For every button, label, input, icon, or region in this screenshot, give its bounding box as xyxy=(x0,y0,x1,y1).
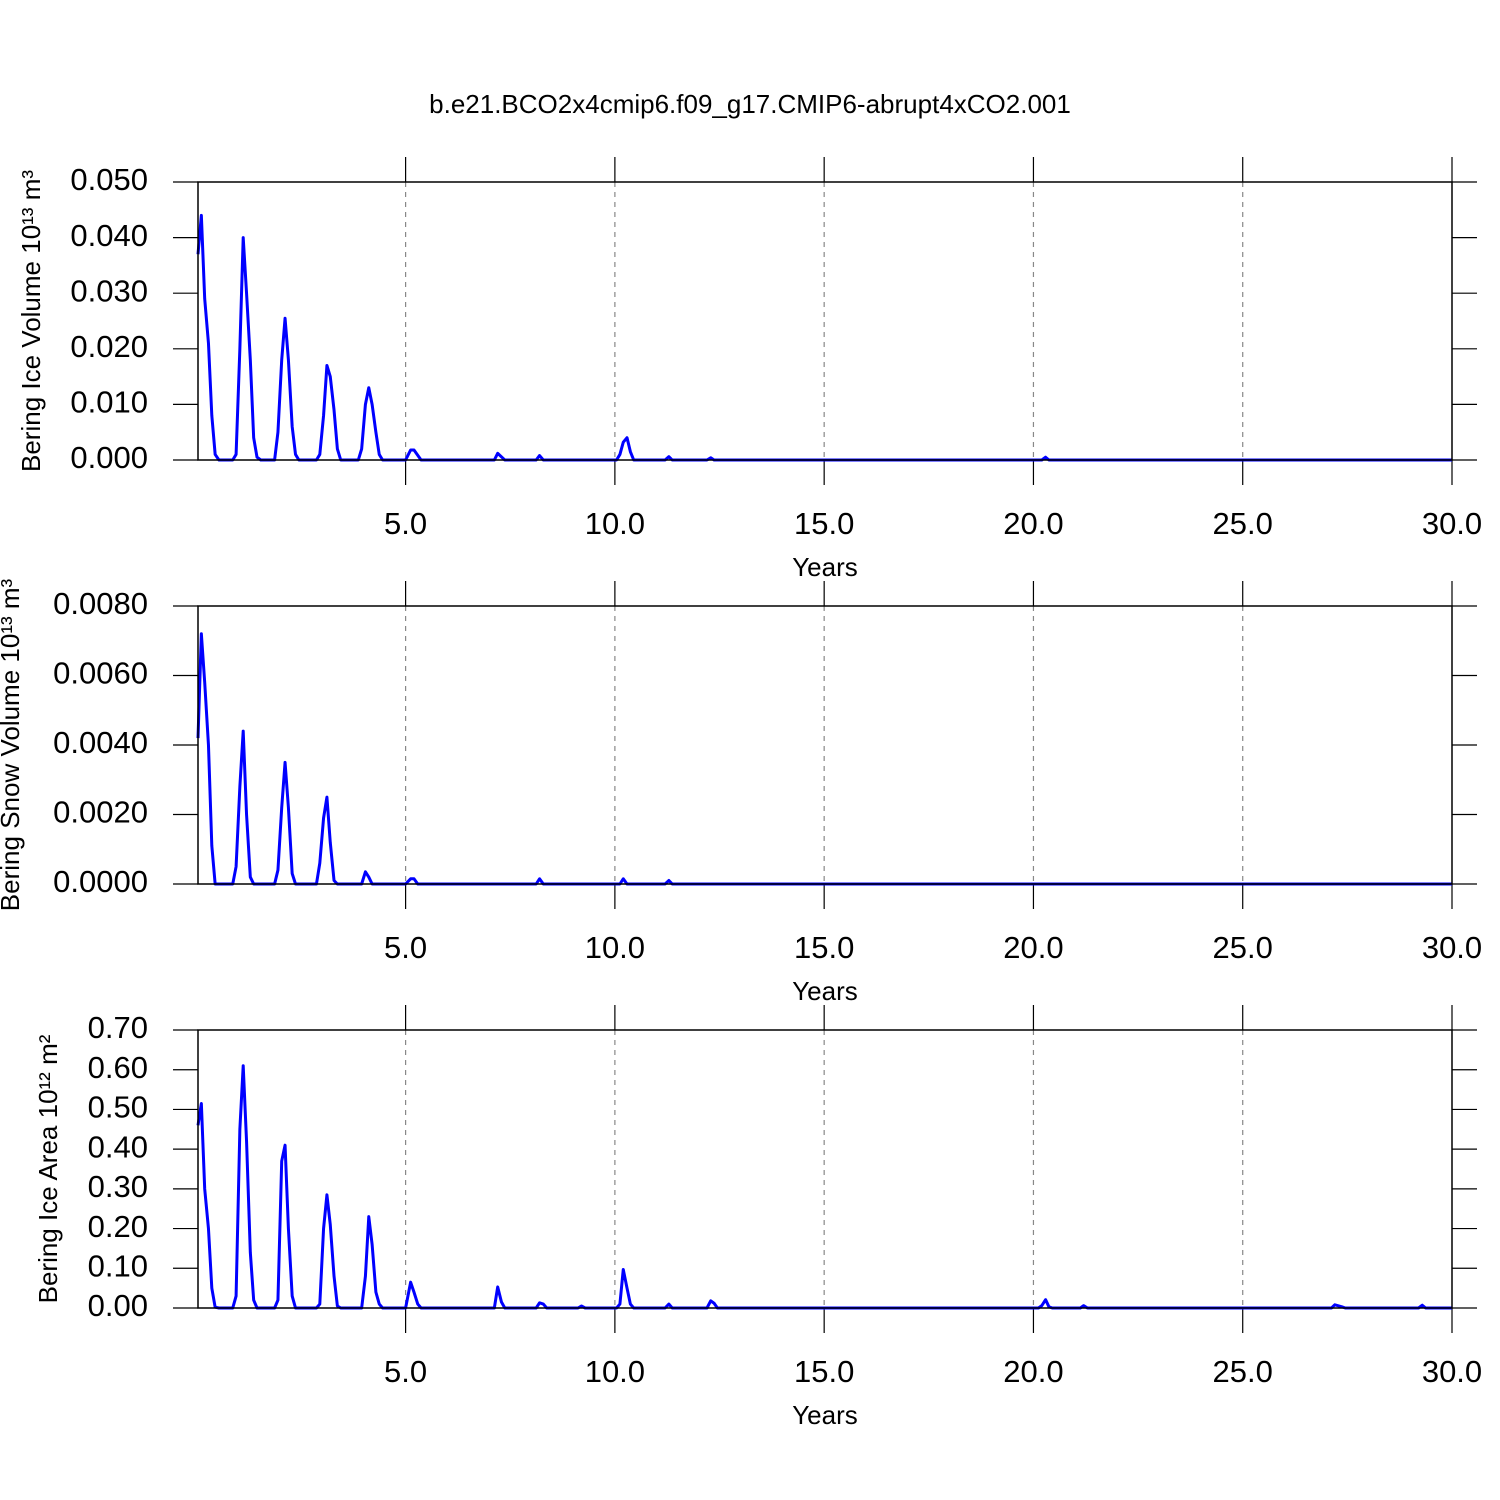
y-tick-label: 0.010 xyxy=(70,385,148,420)
y-tick-label: 0.0080 xyxy=(53,586,148,621)
x-tick-label: 20.0 xyxy=(1003,1354,1063,1389)
x-tick-label: 15.0 xyxy=(794,930,854,965)
y-tick-label: 0.020 xyxy=(70,329,148,364)
x-axis-label: Years xyxy=(792,976,858,1006)
x-tick-label: 20.0 xyxy=(1003,930,1063,965)
y-tick-label: 0.0020 xyxy=(53,795,148,830)
x-tick-label: 5.0 xyxy=(384,1354,427,1389)
x-tick-label: 20.0 xyxy=(1003,506,1063,541)
x-tick-label: 15.0 xyxy=(794,506,854,541)
plot-frame xyxy=(197,605,1453,885)
x-tick-label: 30.0 xyxy=(1422,506,1482,541)
y-tick-label: 0.0040 xyxy=(53,725,148,760)
x-tick-label: 25.0 xyxy=(1213,1354,1273,1389)
y-axis-label: Bering Ice Area 10¹² m² xyxy=(33,1034,63,1303)
y-tick-label: 0.040 xyxy=(70,218,148,253)
x-tick-label: 10.0 xyxy=(585,930,645,965)
x-tick-label: 25.0 xyxy=(1213,930,1273,965)
x-tick-label: 10.0 xyxy=(585,506,645,541)
y-axis-label: Bering Ice Volume 10¹³ m³ xyxy=(16,170,46,472)
y-tick-label: 0.60 xyxy=(88,1050,148,1085)
y-tick-label: 0.40 xyxy=(88,1129,148,1164)
data-line xyxy=(196,1064,1452,1310)
plot-frame xyxy=(197,181,1453,461)
x-axis-label: Years xyxy=(792,552,858,582)
plot-frame xyxy=(197,1029,1453,1309)
y-tick-label: 0.10 xyxy=(88,1248,148,1283)
x-tick-label: 5.0 xyxy=(384,930,427,965)
chart-title: b.e21.BCO2x4cmip6.f09_g17.CMIP6-abrupt4x… xyxy=(429,89,1071,119)
y-tick-label: 0.30 xyxy=(88,1169,148,1204)
y-tick-label: 0.0000 xyxy=(53,864,148,899)
x-axis-label: Years xyxy=(792,1400,858,1430)
y-tick-label: 0.20 xyxy=(88,1209,148,1244)
y-tick-label: 0.0060 xyxy=(53,656,148,691)
x-tick-label: 10.0 xyxy=(585,1354,645,1389)
y-tick-label: 0.030 xyxy=(70,273,148,308)
y-tick-label: 0.000 xyxy=(70,440,148,475)
y-tick-label: 0.50 xyxy=(88,1090,148,1125)
x-tick-label: 30.0 xyxy=(1422,930,1482,965)
x-tick-label: 25.0 xyxy=(1213,506,1273,541)
data-line xyxy=(196,213,1452,462)
y-tick-label: 0.050 xyxy=(70,162,148,197)
y-axis-label: Bering Snow Volume 10¹³ m³ xyxy=(0,578,25,911)
x-tick-label: 5.0 xyxy=(384,506,427,541)
x-tick-label: 15.0 xyxy=(794,1354,854,1389)
y-tick-label: 0.00 xyxy=(88,1288,148,1323)
x-tick-label: 30.0 xyxy=(1422,1354,1482,1389)
y-tick-label: 0.70 xyxy=(88,1010,148,1045)
data-line xyxy=(196,632,1452,886)
